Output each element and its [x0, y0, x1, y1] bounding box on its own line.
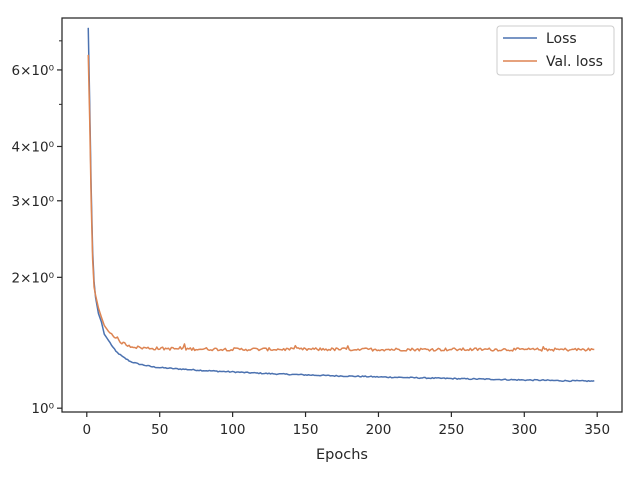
- x-tick-label: 0: [82, 422, 91, 438]
- series-line-val-loss: [87, 54, 595, 352]
- plot-area: [61, 17, 623, 413]
- legend: Loss Val. loss: [496, 25, 615, 76]
- x-tick-label: 100: [220, 422, 246, 438]
- x-axis-ticks: 0 50 100 150 200 250 300 350: [82, 412, 610, 438]
- y-tick-label: 6×10⁰: [12, 63, 55, 79]
- x-tick-label: 50: [151, 422, 168, 438]
- legend-label-val-loss: Val. loss: [546, 54, 603, 70]
- y-tick-label: 2×10⁰: [12, 270, 55, 286]
- x-tick-label: 350: [584, 422, 610, 438]
- y-tick-label: 10⁰: [31, 401, 54, 417]
- x-tick-label: 300: [511, 422, 537, 438]
- legend-label-loss: Loss: [546, 31, 577, 47]
- y-tick-label: 3×10⁰: [12, 194, 55, 210]
- x-tick-label: 150: [293, 422, 319, 438]
- y-axis-ticks: 10⁰ 2×10⁰ 3×10⁰ 4×10⁰ 6×10⁰: [12, 40, 62, 417]
- x-tick-label: 200: [366, 422, 392, 438]
- x-tick-label: 250: [438, 422, 464, 438]
- series-layer: [87, 27, 595, 383]
- y-tick-label: 4×10⁰: [12, 139, 55, 155]
- series-line-loss: [87, 27, 595, 383]
- axes-frame: [61, 17, 623, 413]
- x-axis-label: Epochs: [316, 447, 368, 463]
